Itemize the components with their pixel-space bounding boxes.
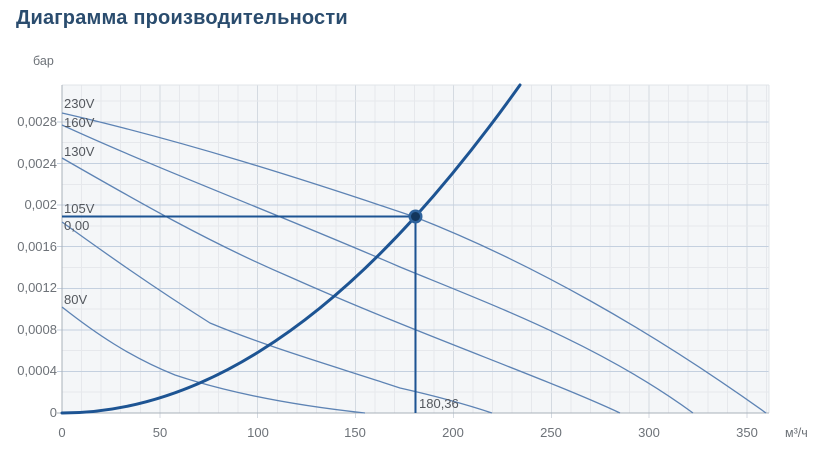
y-tick-label: 0,0008 [17,322,57,337]
curve-label-160v: 160V [64,115,95,130]
x-tick-label: 200 [442,425,464,440]
y-tick-label: 0,0028 [17,114,57,129]
y-tick-label: 0,0024 [17,156,57,171]
operating-point-dot [411,212,420,221]
plot-frame [57,84,770,414]
x-tick-label: 300 [638,425,660,440]
y-tick-label: 0,0016 [17,239,57,254]
x-tick-label: 50 [152,425,168,440]
x-tick-label: 0 [58,425,66,440]
curve-label-105v: 105V [64,201,95,216]
operating-point-marker[interactable] [408,209,423,224]
curve-label-130v: 130V [64,144,95,159]
operating-point-pressure-label: 0,00 [64,218,90,233]
y-tick-label: 0,0012 [17,280,57,295]
page-title: Диаграмма производительности [16,7,348,29]
x-axis-unit-label: м³/ч [785,426,808,440]
curve-label-230v: 230V [64,96,95,111]
y-tick-label: 0 [49,405,57,420]
x-tick-label: 100 [247,425,269,440]
x-tick-label: 150 [344,425,366,440]
operating-point-flow-label: 180,36 [419,396,459,411]
y-tick-label: 0,0004 [17,363,57,378]
x-tick-label: 350 [736,425,758,440]
y-tick-label: 0,002 [24,197,57,212]
curve-label-80v: 80V [64,292,88,307]
operating-point-crosshair [62,215,417,413]
x-tick-label: 250 [540,425,562,440]
y-axis-unit-label: бар [33,54,54,68]
curve-lines [60,83,767,415]
